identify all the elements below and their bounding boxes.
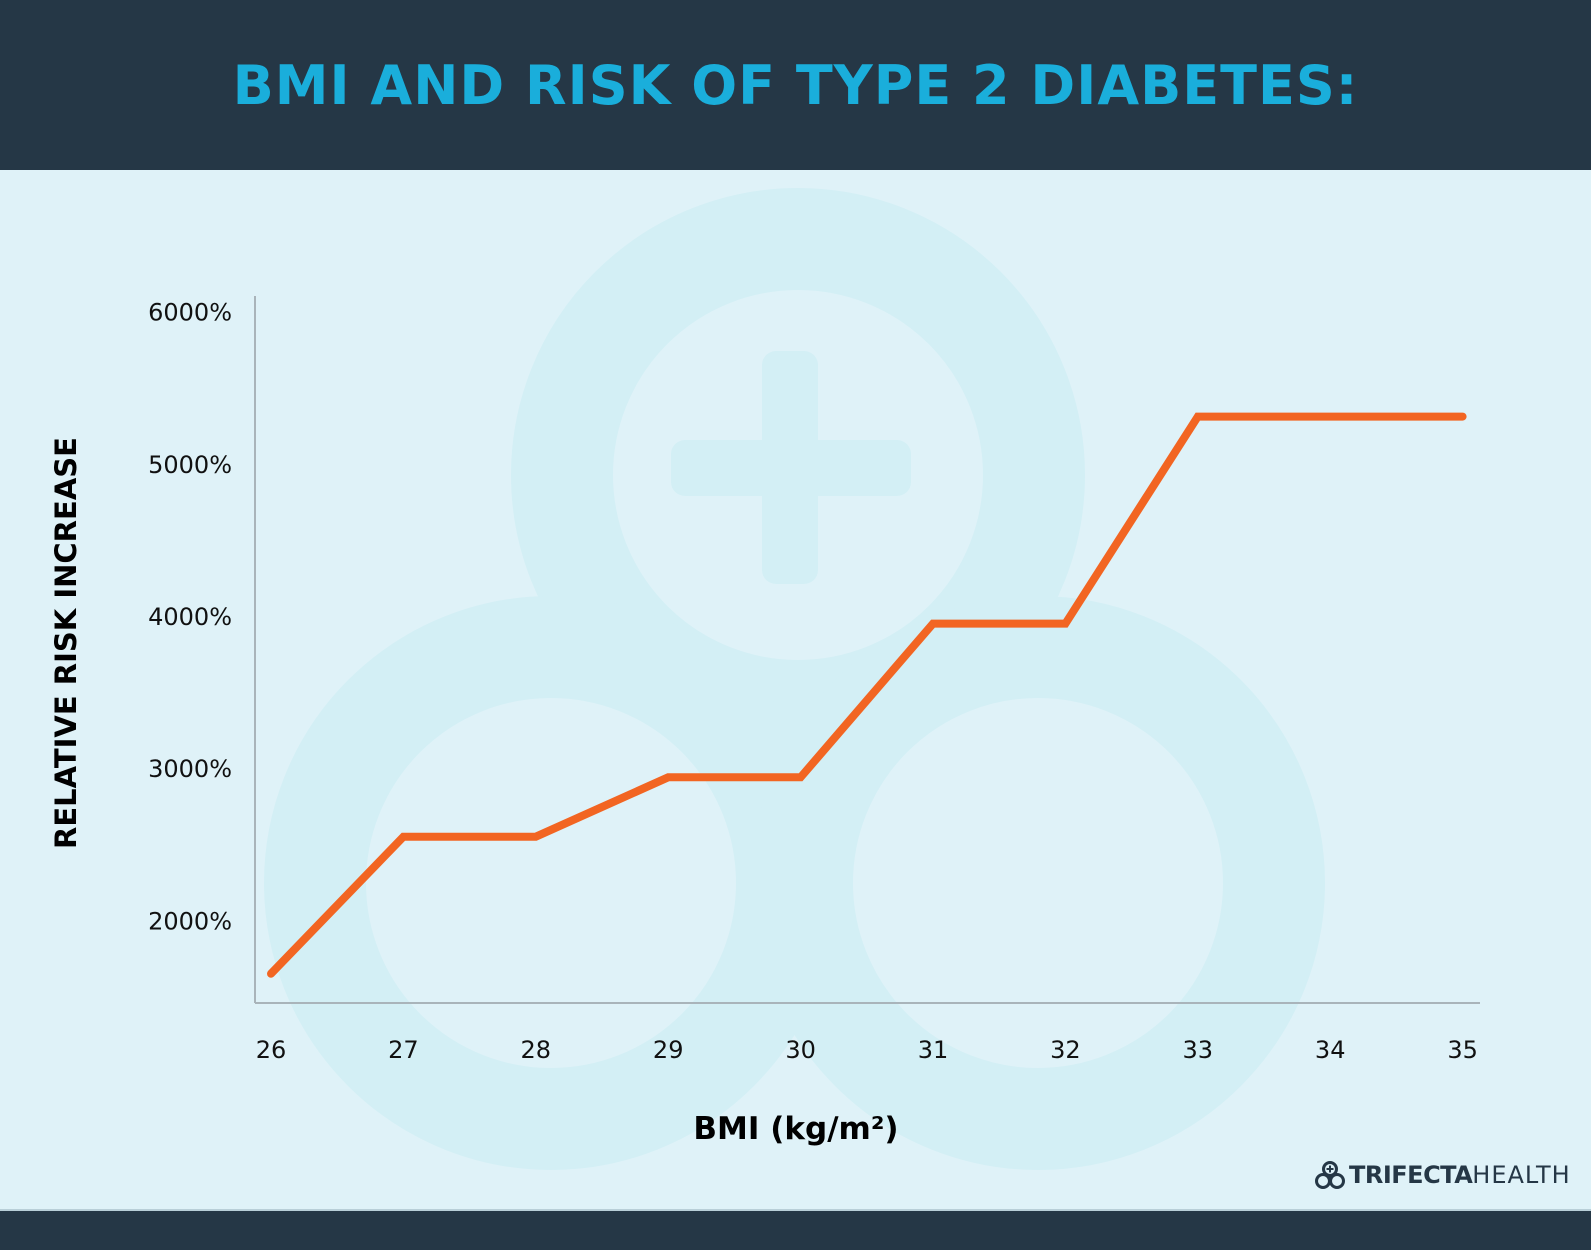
chart-title: BMI AND RISK OF TYPE 2 DIABETES: [232, 53, 1359, 117]
x-tick-label: 26 [256, 1036, 287, 1064]
x-tick-label: 27 [388, 1036, 419, 1064]
trifecta-circles-plus-icon [1315, 1161, 1345, 1189]
watermark-logo [264, 188, 1325, 1170]
footer-bar [0, 1209, 1591, 1250]
x-tick-label: 33 [1183, 1036, 1214, 1064]
y-tick-label: 2000% [148, 907, 232, 935]
logo-bold-text: TRIFECTA [1349, 1161, 1473, 1189]
header-bar: BMI AND RISK OF TYPE 2 DIABETES: [0, 0, 1591, 170]
x-axis-label: BMI (kg/m²) [693, 1111, 898, 1147]
logo-light-text: HEALTH [1472, 1161, 1571, 1189]
x-tick-label: 28 [521, 1036, 552, 1064]
x-tick-label: 31 [918, 1036, 949, 1064]
x-tick-label: 34 [1315, 1036, 1346, 1064]
x-tick-label: 32 [1050, 1036, 1081, 1064]
x-tick-label: 30 [785, 1036, 816, 1064]
trifecta-health-logo: TRIFECTA HEALTH [1315, 1160, 1571, 1190]
y-tick-label: 5000% [148, 451, 232, 479]
series-line [267, 412, 1467, 978]
y-tick-label: 6000% [148, 299, 232, 327]
y-tick-label: 4000% [148, 603, 232, 631]
y-axis-label: RELATIVE RISK INCREASE [49, 437, 83, 849]
x-tick-label: 35 [1447, 1036, 1478, 1064]
y-tick-label: 3000% [148, 755, 232, 783]
x-tick-label: 29 [653, 1036, 684, 1064]
